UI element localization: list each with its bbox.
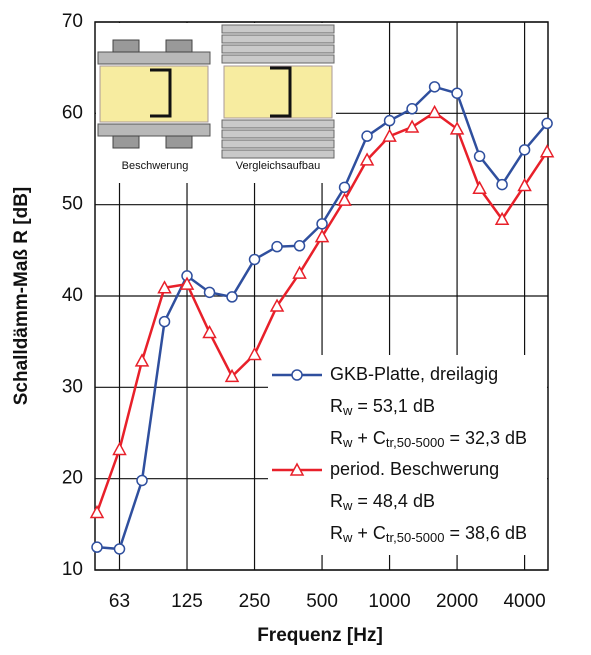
point <box>449 121 465 135</box>
legend-note-part: + C <box>352 523 386 543</box>
point <box>203 286 216 299</box>
legend-note-part: = 38,6 dB <box>444 523 527 543</box>
x-tick-label: 500 <box>306 591 338 612</box>
point <box>451 87 463 99</box>
point <box>541 117 553 130</box>
point <box>494 211 510 226</box>
y-axis-title: Schalldämm-Maß R [dB] <box>11 187 32 406</box>
legend-note-part: + C <box>352 428 386 448</box>
legend-note-part: w <box>342 403 353 418</box>
legend-note-part: w <box>342 530 353 545</box>
point <box>316 218 328 230</box>
y-tick-label: 50 <box>62 194 83 215</box>
point <box>112 441 127 456</box>
point <box>269 298 285 312</box>
point <box>134 353 150 367</box>
point <box>539 144 555 158</box>
point <box>404 119 420 133</box>
point <box>113 543 126 555</box>
legend-note-part: R <box>330 428 343 448</box>
legend-note-part: R <box>330 523 343 543</box>
legend-label: GKB-Platte, dreilagig <box>330 364 498 384</box>
y-tick-label: 30 <box>62 376 83 397</box>
legend-note: Rw = 48,4 dB <box>330 491 435 514</box>
legend-background <box>268 355 547 555</box>
point <box>517 177 532 192</box>
point <box>518 144 531 156</box>
point <box>89 504 105 519</box>
point <box>136 474 148 487</box>
y-tick-label: 60 <box>62 102 83 123</box>
inset-drawings <box>96 23 336 183</box>
point <box>226 291 238 303</box>
legend-note: Rw + Ctr,50-5000 = 38,6 dB <box>330 523 527 546</box>
inset-label: Beschwerung <box>122 160 189 172</box>
point <box>359 152 375 166</box>
legend-note-part: = 53,1 dB <box>352 396 435 416</box>
legend-note-part: tr,50-5000 <box>386 530 445 545</box>
y-tick-label: 40 <box>62 285 83 306</box>
point <box>293 240 306 252</box>
legend-note-part: w <box>342 498 353 513</box>
point <box>496 178 508 191</box>
plot-frame <box>94 21 549 571</box>
x-tick-label: 63 <box>109 591 130 612</box>
point <box>361 130 373 142</box>
point <box>248 253 261 266</box>
point <box>337 192 352 206</box>
legend-note-part: = 48,4 dB <box>352 491 435 511</box>
point <box>247 346 262 361</box>
point <box>292 265 307 279</box>
point <box>271 240 283 253</box>
point <box>202 324 217 339</box>
point <box>406 103 418 115</box>
x-tick-label: 125 <box>171 591 203 612</box>
legend-label: period. Beschwerung <box>330 459 499 479</box>
point <box>289 462 305 476</box>
point <box>428 81 441 93</box>
legend-note-part: = 32,3 dB <box>444 428 527 448</box>
point <box>291 369 303 381</box>
y-tick-label: 70 <box>62 11 83 32</box>
x-tick-label: 4000 <box>503 591 545 612</box>
point <box>472 180 487 194</box>
legend-note-part: R <box>330 491 343 511</box>
x-axis-title: Frequenz [Hz] <box>257 625 383 646</box>
point <box>91 541 103 553</box>
y-tick-label: 20 <box>62 468 83 489</box>
point <box>383 114 396 127</box>
inset-label: Vergleichsaufbau <box>236 160 320 172</box>
point <box>179 276 195 290</box>
point <box>314 229 330 243</box>
legend-note-part: R <box>330 396 343 416</box>
legend-note-part: tr,50-5000 <box>386 435 445 450</box>
point <box>338 181 351 194</box>
legend-note-part: w <box>342 435 353 450</box>
point <box>158 315 171 328</box>
point <box>157 280 172 294</box>
y-tick-label: 10 <box>62 559 83 580</box>
point <box>382 128 397 142</box>
point <box>224 368 240 383</box>
legend-note: Rw + Ctr,50-5000 = 32,3 dB <box>330 428 527 451</box>
x-tick-label: 1000 <box>368 591 410 612</box>
point <box>427 104 442 119</box>
x-tick-label: 250 <box>239 591 271 612</box>
point <box>473 150 486 163</box>
x-tick-label: 2000 <box>436 591 478 612</box>
legend-note: Rw = 53,1 dB <box>330 396 435 419</box>
